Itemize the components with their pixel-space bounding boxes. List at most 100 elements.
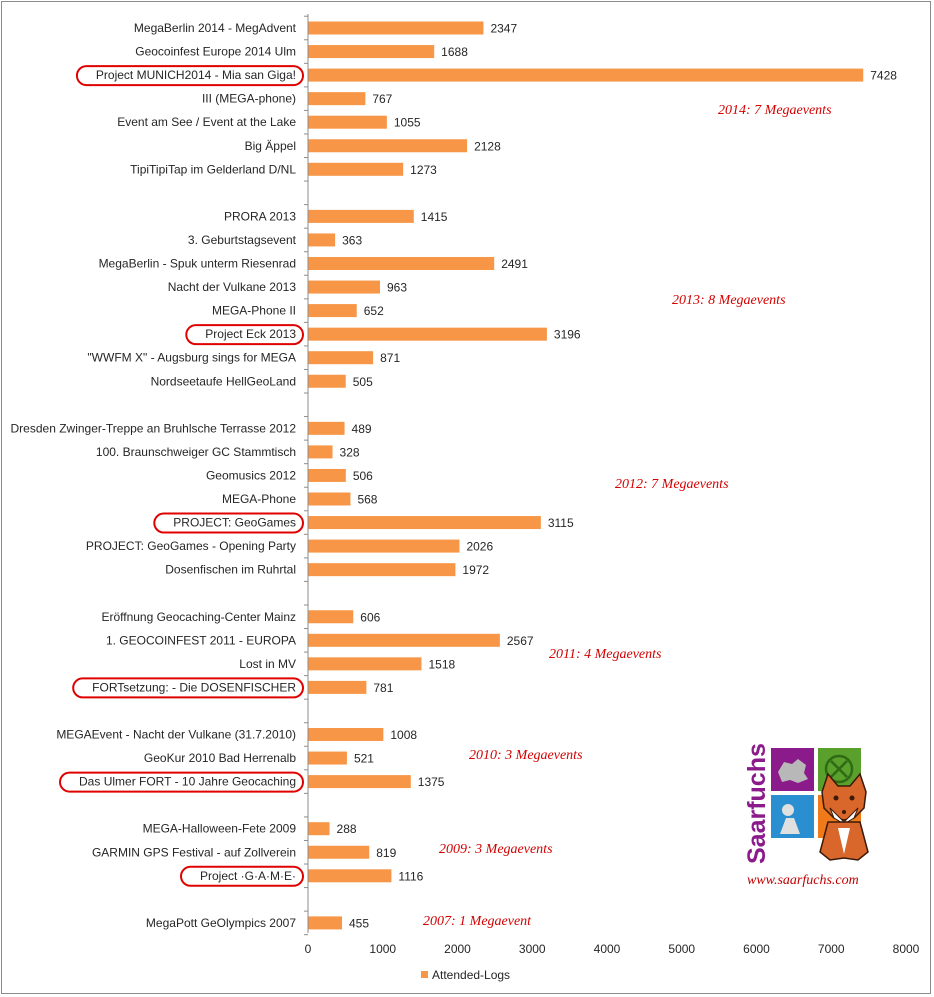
bar bbox=[308, 775, 411, 789]
bar bbox=[308, 680, 367, 694]
value-label: 963 bbox=[387, 281, 407, 295]
category-label: FORTsetzung: - Die DOSENFISCHER bbox=[92, 680, 296, 694]
category-label: MegaBerlin - Spuk unterm Riesenrad bbox=[99, 257, 296, 271]
x-tick-label: 1000 bbox=[369, 942, 396, 956]
category-label: PROJECT: GeoGames - Opening Party bbox=[86, 539, 296, 553]
category-label: MegaPott GeOlympics 2007 bbox=[146, 916, 296, 930]
category-label: Nacht der Vulkane 2013 bbox=[168, 280, 297, 294]
value-label: 2491 bbox=[501, 257, 528, 271]
value-label: 2347 bbox=[490, 22, 517, 36]
value-label: 652 bbox=[364, 304, 384, 318]
category-label: TipiTipiTap im Gelderland D/NL bbox=[130, 162, 296, 176]
legend: Attended-Logs bbox=[421, 968, 510, 982]
bar bbox=[308, 92, 366, 106]
x-tick-label: 4000 bbox=[594, 942, 621, 956]
value-label: 521 bbox=[354, 752, 374, 766]
bar bbox=[308, 845, 370, 859]
value-label: 568 bbox=[357, 493, 377, 507]
value-label: 489 bbox=[352, 422, 372, 436]
bar bbox=[308, 728, 384, 741]
value-label: 767 bbox=[372, 92, 392, 106]
value-label: 288 bbox=[337, 822, 357, 836]
bar bbox=[308, 633, 500, 647]
value-label: 1008 bbox=[390, 728, 417, 742]
bar bbox=[308, 539, 460, 553]
value-label: 1055 bbox=[394, 116, 421, 130]
bar bbox=[308, 327, 547, 341]
bar bbox=[308, 233, 336, 247]
group-annotation: 2011: 4 Megaevents bbox=[549, 647, 662, 662]
bar bbox=[308, 445, 333, 459]
value-label: 3196 bbox=[554, 328, 581, 342]
bar bbox=[308, 916, 343, 930]
category-label: Das Ulmer FORT - 10 Jahre Geocaching bbox=[79, 775, 296, 789]
x-tick-label: 6000 bbox=[743, 942, 770, 956]
highlight-ovals bbox=[59, 65, 304, 887]
bar bbox=[308, 657, 422, 671]
category-label: PROJECT: GeoGames bbox=[173, 516, 296, 530]
category-label: Lost in MV bbox=[239, 657, 296, 671]
value-label: 1972 bbox=[462, 563, 489, 577]
bar bbox=[308, 351, 374, 365]
category-label: Project MUNICH2014 - Mia san Giga! bbox=[96, 68, 296, 82]
bar bbox=[308, 115, 387, 129]
group-annotation: 2010: 3 Megaevents bbox=[469, 748, 583, 763]
bar bbox=[308, 563, 456, 577]
highlight-oval bbox=[185, 324, 304, 346]
category-label: MEGA-Phone bbox=[222, 492, 296, 506]
category-label: Event am See / Event at the Lake bbox=[117, 115, 296, 129]
axes: 0 1000 2000 3000 4000 5000 6000 7000 8000 bbox=[304, 14, 920, 956]
legend-label: Attended-Logs bbox=[432, 968, 510, 982]
category-label: MegaBerlin 2014 - MegAdvent bbox=[134, 21, 297, 35]
value-label: 1116 bbox=[398, 869, 423, 883]
value-label: 455 bbox=[349, 916, 369, 930]
logo-brand-text: Saarfuchs bbox=[743, 743, 771, 864]
highlight-oval bbox=[180, 865, 304, 887]
bar bbox=[308, 304, 357, 318]
x-tick-label: 8000 bbox=[893, 942, 920, 956]
bar bbox=[308, 492, 351, 506]
highlight-oval bbox=[153, 512, 304, 534]
group-annotations: 2014: 7 Megaevents 2013: 8 Megaevents 2012… bbox=[423, 103, 832, 929]
value-label: 781 bbox=[373, 681, 393, 695]
x-tick-label: 5000 bbox=[668, 942, 695, 956]
value-label: 1688 bbox=[441, 45, 468, 59]
category-label: Dresden Zwinger-Treppe an Bruhlsche Terr… bbox=[11, 421, 297, 435]
group-annotation: 2012: 7 Megaevents bbox=[615, 477, 729, 492]
value-label: 505 bbox=[353, 375, 373, 389]
logo-url: www.saarfuchs.com bbox=[747, 873, 859, 888]
bar bbox=[308, 869, 392, 883]
value-label: 363 bbox=[342, 233, 362, 247]
group-annotation: 2013: 8 Megaevents bbox=[672, 293, 786, 308]
highlight-oval bbox=[75, 65, 304, 87]
saarfuchs-logo: Saarfuchs www bbox=[743, 743, 869, 888]
x-tick-label: 3000 bbox=[519, 942, 546, 956]
value-label: 2128 bbox=[474, 139, 501, 153]
x-tick-label: 2000 bbox=[444, 942, 471, 956]
highlight-oval bbox=[72, 677, 304, 699]
value-label: 2026 bbox=[466, 540, 493, 554]
value-label: 7428 bbox=[870, 69, 897, 83]
group-annotation: 2007: 1 Megaevent bbox=[423, 914, 532, 929]
bar bbox=[308, 45, 435, 59]
category-label: MEGA-Phone II bbox=[212, 304, 296, 318]
group-annotation: 2009: 3 Megaevents bbox=[439, 842, 553, 857]
category-label: 3. Geburtstagsevent bbox=[188, 233, 297, 247]
bar bbox=[308, 257, 495, 270]
bar bbox=[308, 209, 414, 223]
category-label: MEGA-Halloween-Fete 2009 bbox=[143, 822, 297, 836]
bar bbox=[308, 468, 346, 482]
bar bbox=[308, 280, 380, 294]
bar bbox=[308, 21, 484, 35]
category-label: 100. Braunschweiger GC Stammtisch bbox=[96, 445, 296, 459]
value-label: 3115 bbox=[548, 516, 574, 530]
highlight-oval bbox=[59, 771, 304, 793]
category-label: Project ·G·A·M·E· bbox=[200, 869, 296, 883]
bar bbox=[308, 421, 345, 435]
category-label: Nordseetaufe HellGeoLand bbox=[151, 374, 296, 388]
category-label: GARMIN GPS Festival - auf Zollverein bbox=[92, 845, 296, 859]
value-label: 2567 bbox=[507, 634, 534, 648]
value-label: 606 bbox=[360, 610, 380, 624]
value-label: 819 bbox=[376, 846, 396, 860]
